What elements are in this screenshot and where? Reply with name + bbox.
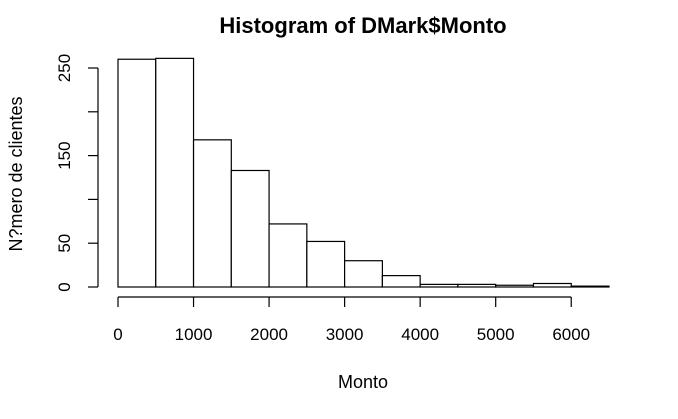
- y-axis: 0 50 150 250: [55, 54, 99, 292]
- x-axis-label: Monto: [338, 372, 388, 392]
- histogram-bar-1: [155, 57, 195, 288]
- histogram-bar-11: [532, 282, 572, 288]
- chart-title: Histogram of DMark$Monto: [219, 13, 506, 38]
- histogram-bar-2: [192, 139, 232, 288]
- x-tick-label-4: 4000: [401, 325, 439, 344]
- histogram-bar-12: [570, 285, 610, 288]
- histogram-bar-7: [381, 275, 421, 288]
- histogram-bar-9: [457, 283, 497, 288]
- y-tick-label-5: 250: [55, 54, 74, 82]
- y-tick-label-1: 50: [55, 234, 74, 253]
- histogram-bar-4: [268, 223, 308, 288]
- x-tick-label-3: 3000: [326, 325, 364, 344]
- histogram-bar-8: [419, 283, 459, 288]
- x-tick-label-2: 2000: [250, 325, 288, 344]
- x-axis: 0 1000 2000 3000 4000 5000 6000: [113, 296, 590, 344]
- bars-group: [117, 57, 610, 288]
- y-tick-label-0: 0: [55, 282, 74, 291]
- histogram-bar-10: [495, 284, 535, 288]
- x-tick-label-6: 6000: [552, 325, 590, 344]
- histogram-bar-0: [117, 58, 157, 288]
- x-tick-label-5: 5000: [477, 325, 515, 344]
- y-axis-label: N?mero de clientes: [6, 96, 26, 251]
- histogram-bar-3: [230, 169, 270, 288]
- histogram-bar-6: [344, 260, 383, 288]
- x-tick-label-0: 0: [113, 325, 122, 344]
- histogram-bar-5: [306, 240, 346, 288]
- x-tick-label-1: 1000: [175, 325, 213, 344]
- y-tick-label-3: 150: [55, 141, 74, 169]
